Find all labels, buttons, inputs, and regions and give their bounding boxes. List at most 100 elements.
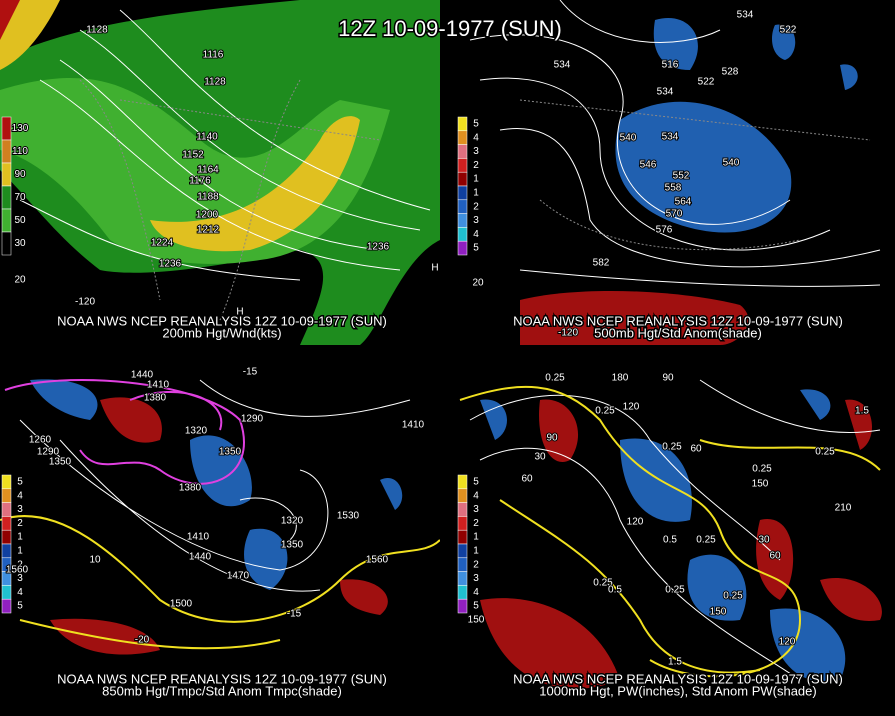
- contour-label: 1530: [337, 511, 360, 522]
- contour-label: 1128: [204, 77, 226, 88]
- legend-label: 5: [473, 243, 479, 254]
- legend-label: 1: [17, 546, 23, 557]
- legend-swatch: [1, 474, 12, 490]
- contour-label: 1560: [366, 555, 389, 566]
- contour-label: 1380: [179, 483, 202, 494]
- legend-swatch: [457, 240, 468, 256]
- legend-label: 3: [473, 215, 479, 226]
- legend-label: 4: [473, 587, 479, 598]
- legend-swatch: [457, 598, 468, 614]
- contour-label: 1236: [159, 259, 182, 270]
- legend-swatch: [457, 571, 468, 586]
- legend-swatch: [457, 199, 468, 214]
- legend-swatch: [1, 208, 12, 233]
- contour-label: 1410: [402, 420, 425, 431]
- contour-label: 20: [14, 275, 26, 286]
- legend-swatch: [457, 130, 468, 145]
- contour-label: 90: [662, 373, 674, 384]
- legend-label: 30: [14, 238, 26, 249]
- legend-label: 1: [473, 546, 479, 557]
- legend-swatch: [457, 474, 468, 490]
- legend-swatch: [1, 488, 12, 503]
- legend-label: 5: [17, 601, 23, 612]
- legend-label: 4: [17, 490, 23, 501]
- legend-label: 3: [17, 504, 23, 515]
- contour-label: 1440: [131, 370, 154, 381]
- contour-label: 522: [780, 25, 797, 36]
- legend-swatch: [1, 516, 12, 531]
- contour-label: 0.25: [665, 585, 685, 596]
- legend-label: 90: [14, 169, 26, 180]
- legend-label: 2: [473, 518, 479, 529]
- legend-label: 2: [17, 559, 23, 570]
- contour-label: 210: [835, 503, 852, 514]
- legend-swatch: [1, 139, 12, 164]
- contour-label: 1140: [196, 132, 218, 143]
- panel-subcaption: 1000mb Hgt, PW(inches), Std Anom PW(shad…: [539, 683, 816, 698]
- contour-label: 1116: [203, 50, 224, 61]
- contour-label: 0.25: [593, 578, 613, 589]
- contour-label: 60: [521, 474, 533, 485]
- contour-label: 1320: [185, 426, 208, 437]
- legend-swatch: [457, 213, 468, 228]
- contour-label: 1350: [281, 540, 304, 551]
- contour-label: 558: [665, 183, 682, 194]
- contour-label: 1224: [151, 238, 174, 249]
- legend-swatch: [457, 227, 468, 242]
- legend-label: 5: [473, 477, 479, 488]
- contour-label: 540: [620, 133, 637, 144]
- legend-label: 2: [17, 518, 23, 529]
- contour-label: 30: [534, 452, 546, 463]
- legend-label: 4: [17, 587, 23, 598]
- legend-swatch: [457, 171, 468, 187]
- contour-label: -120: [75, 297, 95, 308]
- contour-label: 1560: [6, 565, 29, 576]
- contour-label: -120: [558, 328, 578, 339]
- legend-swatch: [1, 231, 12, 256]
- contour-label: -15: [243, 367, 258, 378]
- contour-label: 1152: [182, 150, 204, 161]
- legend-swatch: [1, 543, 12, 559]
- legend-swatch: [1, 502, 12, 517]
- contour-label: 60: [690, 444, 702, 455]
- legend-label: 2: [473, 160, 479, 171]
- panel-subcaption: 850mb Hgt/Tmpc/Std Anom Tmpc(shade): [102, 683, 342, 698]
- panel-1000mb: [455, 375, 895, 716]
- legend-label: 3: [17, 573, 23, 584]
- legend-label: 2: [473, 559, 479, 570]
- contour-label: 522: [698, 77, 715, 88]
- legend-label: 130: [12, 123, 29, 134]
- contour-label: 120: [623, 402, 640, 413]
- legend-swatch: [1, 185, 12, 210]
- panel-caption: NOAA NWS NCEP REANALYSIS 12Z 10-09-1977 …: [513, 313, 843, 328]
- legend-swatch: [1, 116, 12, 141]
- legend-swatch: [457, 516, 468, 531]
- contour-label: 1470: [227, 571, 250, 582]
- contour-label: 1188: [197, 192, 219, 203]
- panel-caption: NOAA NWS NCEP REANALYSIS 12Z 10-09-1977 …: [513, 671, 843, 686]
- contour-label: 1164: [197, 165, 219, 176]
- contour-label: 150: [710, 607, 727, 618]
- legend-swatch: [457, 185, 468, 201]
- contour-label: 1.5: [668, 657, 682, 668]
- legend-label: 4: [473, 229, 479, 240]
- contour-label: 0.25: [815, 447, 835, 458]
- legend-label: 110: [12, 146, 28, 157]
- contour-label: 570: [666, 209, 683, 220]
- contour-label: 540: [723, 158, 740, 169]
- map-title: 12Z 10-09-1977 (SUN): [338, 16, 562, 41]
- legend-swatch: [457, 116, 468, 132]
- contour-label: 534: [554, 60, 571, 71]
- legend-label: 1: [473, 174, 479, 185]
- legend-label: 3: [473, 146, 479, 157]
- contour-label: 20: [472, 278, 484, 289]
- legend-swatch: [1, 585, 12, 600]
- contour-label: 1260: [29, 435, 52, 446]
- legend-swatch: [1, 162, 12, 187]
- legend-label: 1: [17, 532, 23, 543]
- contour-label: 0.5: [663, 535, 677, 546]
- legend-label: 50: [14, 215, 26, 226]
- contour-label: 1128: [86, 25, 108, 36]
- contour-label: 564: [675, 197, 692, 208]
- legend-label: 2: [473, 201, 479, 212]
